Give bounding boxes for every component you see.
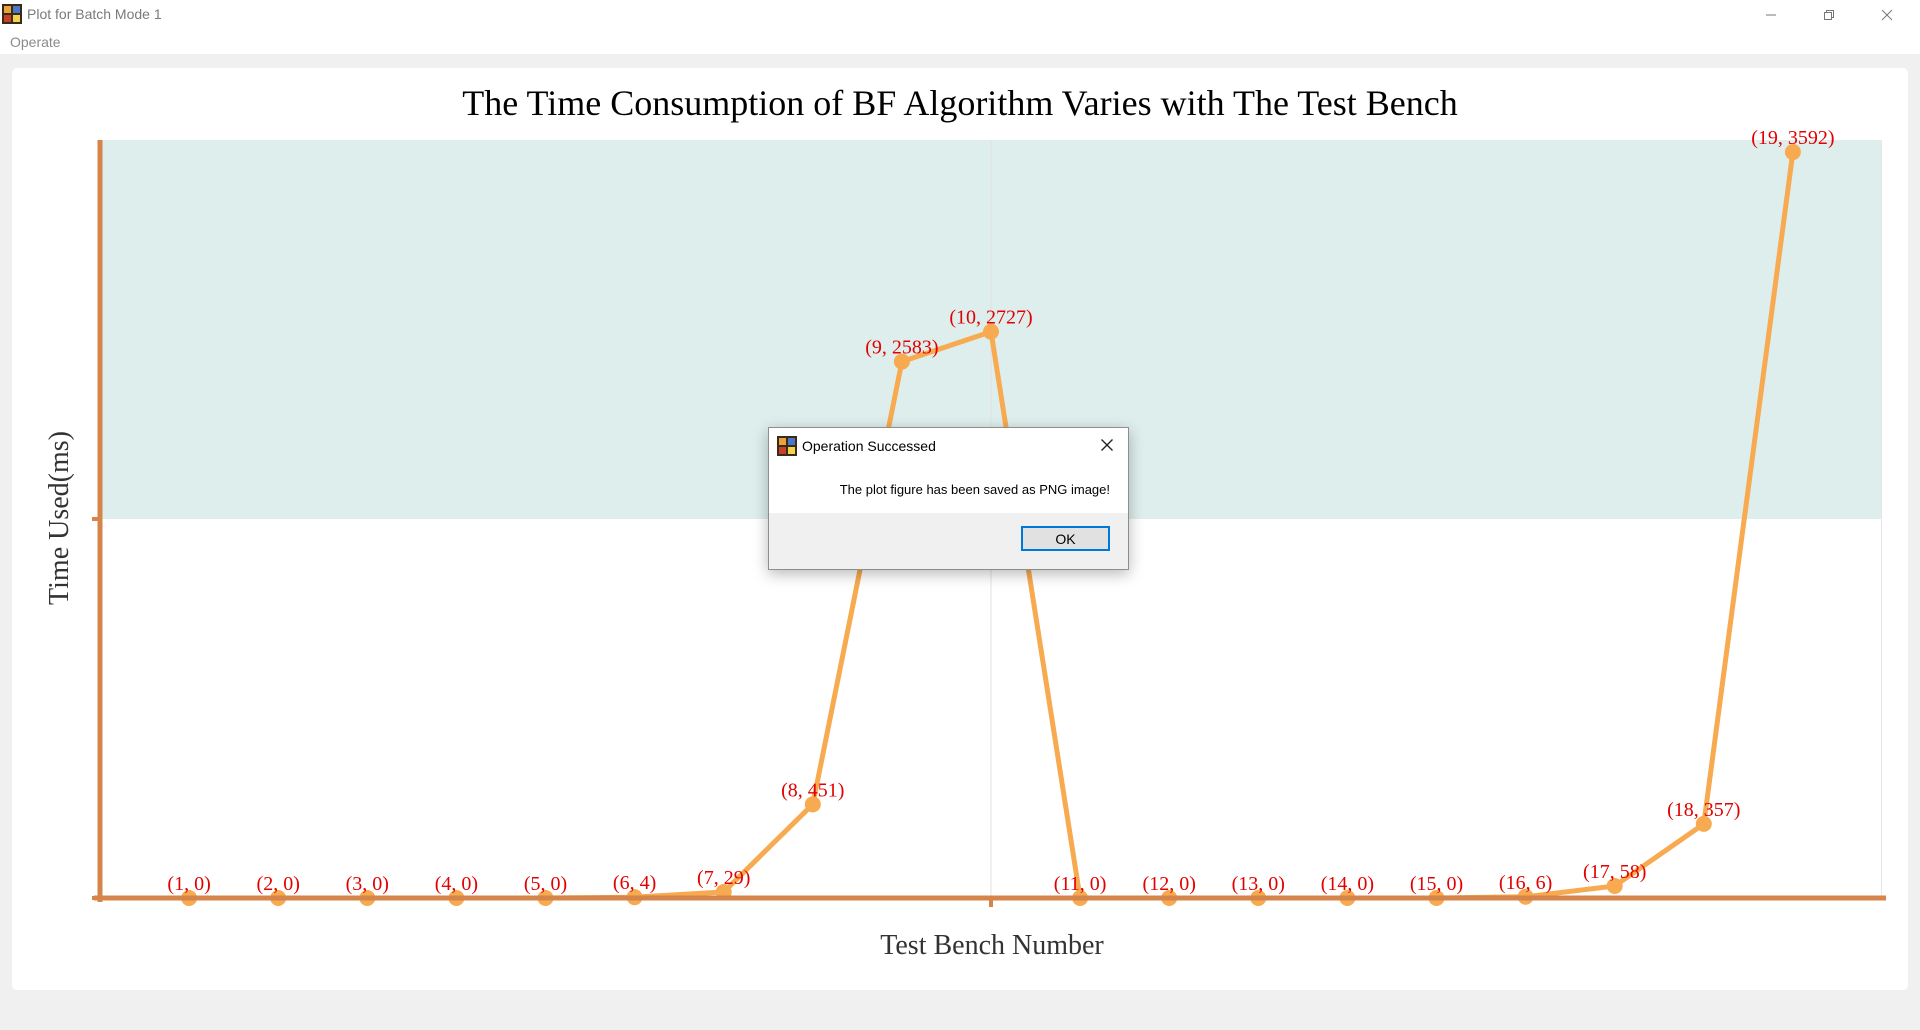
- data-label-7: (7, 29): [697, 867, 750, 889]
- app-icon: [2, 4, 22, 24]
- x-axis-label: Test Bench Number: [880, 930, 1104, 961]
- dialog-message: The plot figure has been saved as PNG im…: [839, 482, 1110, 497]
- data-point-9: [893, 353, 910, 370]
- data-label-4: (4, 0): [435, 873, 478, 895]
- data-label-5: (5, 0): [524, 873, 567, 895]
- data-label-11: (11, 0): [1054, 873, 1107, 895]
- data-label-6: (6, 4): [613, 872, 656, 894]
- data-label-14: (14, 0): [1321, 873, 1374, 895]
- data-label-12: (12, 0): [1143, 873, 1196, 895]
- data-point-17: [1606, 877, 1623, 894]
- data-label-16: (16, 6): [1499, 872, 1552, 894]
- data-label-8: (8, 451): [781, 779, 844, 801]
- data-label-19: (19, 3592): [1751, 127, 1834, 149]
- dialog-close-button[interactable]: [1092, 432, 1122, 458]
- dialog-content: Operation Successed The plot figure has …: [769, 428, 1128, 513]
- data-label-18: (18, 357): [1667, 799, 1740, 821]
- y-axis-label: Time Used(ms): [44, 431, 75, 605]
- window-title: Plot for Batch Mode 1: [27, 6, 162, 22]
- restore-icon: [1824, 10, 1834, 20]
- data-label-17: (17, 58): [1583, 861, 1646, 883]
- minimize-icon: [1766, 14, 1776, 16]
- chart-title: The Time Consumption of BF Algorithm Var…: [462, 83, 1458, 123]
- data-label-1: (1, 0): [167, 873, 210, 895]
- line-chart: (1, 0) (2, 0) (3, 0) (4, 0) (5, 0) (6, 4) (7, …: [44, 83, 1886, 961]
- restore-button[interactable]: [1800, 0, 1858, 30]
- data-label-2: (2, 0): [257, 873, 300, 895]
- data-label-10: (10, 2727): [949, 307, 1032, 329]
- minimize-button[interactable]: [1742, 0, 1800, 30]
- close-icon: [1101, 439, 1113, 451]
- menu-operate[interactable]: Operate: [10, 34, 61, 50]
- data-label-13: (13, 0): [1232, 873, 1285, 895]
- dialog-app-icon: [777, 436, 797, 456]
- data-point-19: [1784, 144, 1801, 161]
- menu-bar: Operate: [0, 30, 1920, 54]
- close-icon: [1881, 9, 1893, 21]
- data-point-10: [983, 323, 999, 340]
- data-label-15: (15, 0): [1410, 873, 1463, 895]
- data-point-18: [1695, 815, 1712, 832]
- close-button[interactable]: [1858, 0, 1916, 30]
- success-dialog: Operation Successed The plot figure has …: [768, 427, 1129, 570]
- data-point-8: [804, 796, 821, 813]
- title-bar: Plot for Batch Mode 1: [0, 0, 1920, 30]
- data-label-3: (3, 0): [346, 873, 389, 895]
- dialog-title: Operation Successed: [802, 438, 936, 454]
- ok-button[interactable]: OK: [1021, 526, 1110, 551]
- data-label-9: (9, 2583): [865, 337, 938, 359]
- plot-right-border: [1881, 140, 1882, 898]
